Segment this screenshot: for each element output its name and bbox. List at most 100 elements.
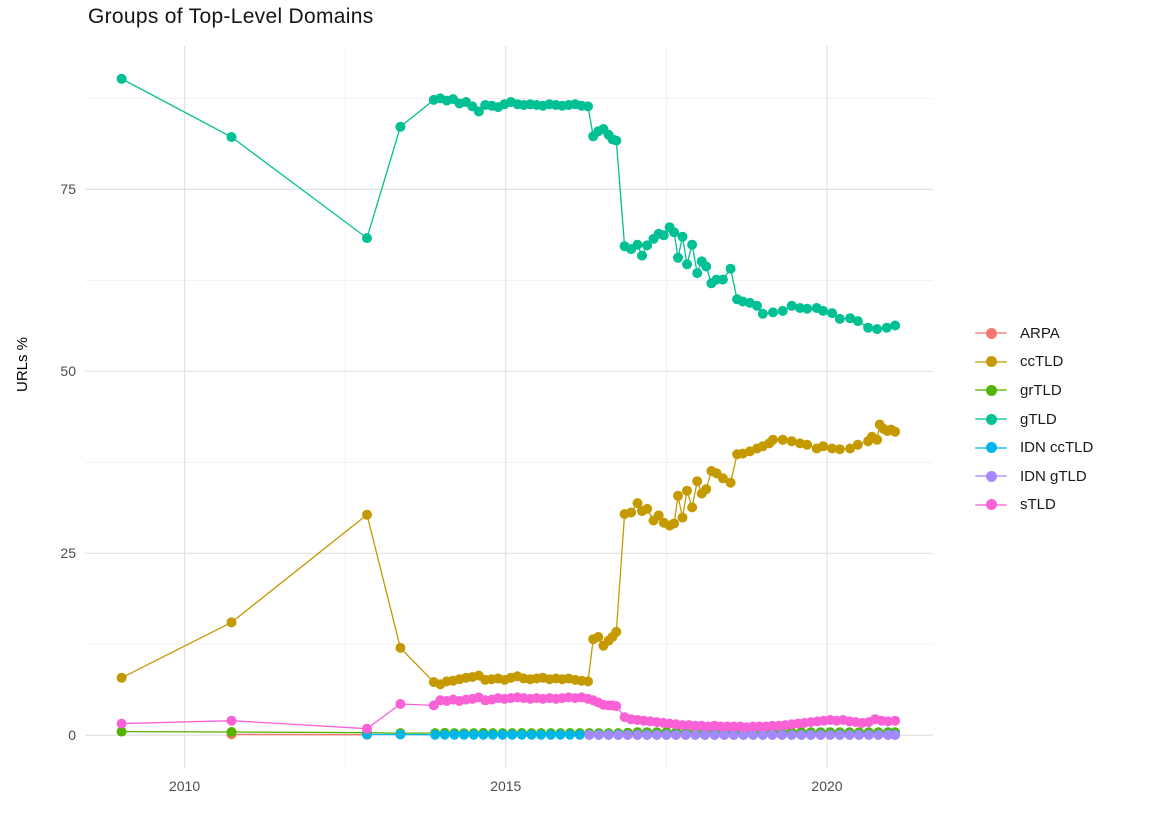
data-point: [818, 441, 829, 452]
data-point: [881, 322, 892, 333]
data-point: [844, 730, 855, 740]
data-point: [226, 715, 237, 726]
data-point: [890, 426, 901, 437]
y-axis-title: URLs %: [14, 336, 31, 392]
data-point: [768, 307, 778, 318]
data-point: [677, 231, 688, 242]
data-point: [825, 730, 836, 740]
legend-label-cctld: ccTLD: [1020, 353, 1064, 371]
data-point: [116, 672, 127, 683]
data-point: [827, 443, 838, 454]
data-point: [395, 121, 406, 132]
data-point: [671, 730, 681, 740]
legend-key-stld-icon: [975, 498, 1007, 512]
data-point: [583, 676, 593, 687]
data-point: [768, 434, 778, 445]
data-point: [852, 316, 863, 327]
data-point: [673, 490, 683, 501]
legend-key-gtld-icon: [975, 412, 1007, 426]
data-point: [116, 726, 127, 737]
legend: ARPA ccTLD grTLD gTLD IDN ccTLD IDN gTLD sTLD: [975, 319, 1093, 519]
data-point: [777, 305, 788, 316]
legend-label-idn-cctld: IDN ccTLD: [1020, 439, 1094, 457]
data-point: [642, 730, 653, 740]
data-point: [116, 73, 127, 84]
data-point: [226, 727, 237, 737]
data-point: [872, 434, 883, 445]
data-point: [890, 730, 901, 740]
legend-label-gtld: gTLD: [1020, 410, 1057, 428]
data-point: [873, 730, 884, 740]
data-point: [622, 730, 633, 740]
data-point: [752, 300, 762, 311]
data-point: [583, 101, 593, 112]
data-point: [611, 701, 622, 712]
data-point: [593, 632, 604, 642]
data-point: [725, 477, 736, 488]
data-point: [653, 510, 664, 521]
y-tick-label: 50: [60, 363, 76, 380]
data-point: [430, 729, 441, 740]
data-point: [692, 476, 703, 487]
legend-label-grtld: grTLD: [1020, 381, 1062, 399]
data-point: [473, 106, 484, 117]
legend-item-idn-gtld: IDN gTLD: [975, 462, 1093, 491]
data-point: [802, 303, 813, 314]
data-point: [642, 503, 653, 514]
data-point: [395, 699, 406, 709]
data-point: [658, 230, 669, 241]
series-line-gtld: [121, 78, 896, 330]
data-point: [725, 263, 736, 274]
data-point: [677, 512, 688, 523]
data-point: [802, 439, 813, 450]
data-point: [395, 642, 406, 653]
data-point: [786, 436, 797, 447]
data-point: [890, 320, 901, 331]
data-point: [611, 626, 622, 637]
data-point: [584, 730, 595, 740]
data-point: [116, 718, 127, 729]
data-point: [555, 729, 566, 740]
y-tick-label: 25: [60, 545, 76, 562]
data-point: [701, 484, 712, 495]
data-point: [626, 507, 637, 518]
data-point: [796, 730, 807, 740]
data-point: [890, 715, 901, 726]
data-point: [690, 730, 701, 740]
x-tick-label: 2020: [811, 778, 843, 794]
data-point: [507, 729, 518, 740]
data-point: [632, 239, 643, 250]
data-point: [786, 300, 797, 311]
data-point: [692, 268, 703, 279]
data-point: [682, 485, 692, 496]
data-point: [468, 729, 479, 740]
data-point: [574, 729, 585, 740]
data-point: [459, 729, 469, 740]
data-point: [687, 502, 698, 513]
legend-key-grtld-icon: [975, 383, 1007, 397]
data-point: [362, 509, 372, 520]
data-point: [516, 729, 527, 740]
legend-label-idn-gtld: IDN gTLD: [1020, 467, 1087, 485]
y-tick-label: 75: [60, 181, 76, 198]
legend-item-gtld: gTLD: [975, 405, 1093, 434]
data-point: [449, 729, 460, 740]
legend-item-stld: sTLD: [975, 491, 1093, 520]
data-point: [362, 723, 372, 734]
data-point: [757, 730, 768, 740]
legend-item-arpa: ARPA: [975, 319, 1093, 348]
legend-label-arpa: ARPA: [1020, 324, 1060, 342]
data-point: [815, 730, 826, 740]
legend-item-grtld: grTLD: [975, 376, 1093, 405]
data-point: [872, 324, 883, 335]
data-point: [845, 313, 856, 324]
data-point: [767, 730, 778, 740]
data-point: [852, 439, 863, 450]
data-point: [717, 274, 728, 285]
data-point: [632, 730, 643, 740]
data-point: [565, 729, 575, 740]
data-point: [593, 730, 604, 740]
data-point: [719, 730, 730, 740]
